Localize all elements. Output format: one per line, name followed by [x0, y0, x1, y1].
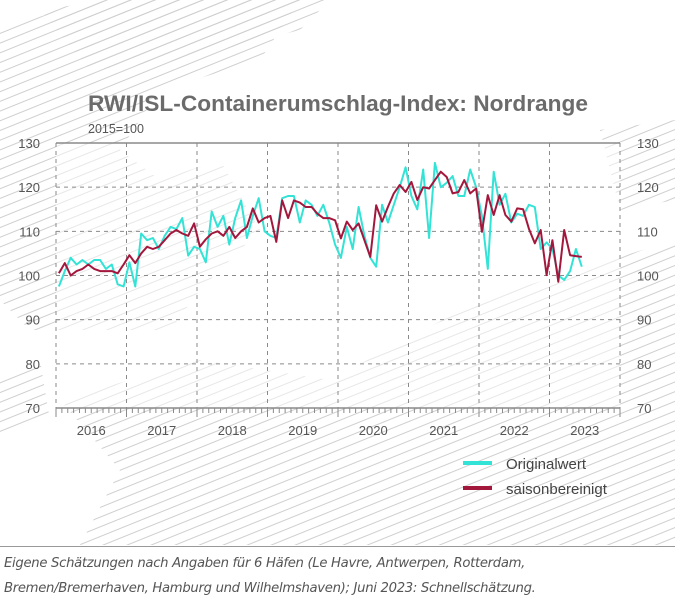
- footer-line-1: Eigene Schätzungen nach Angaben für 6 Hä…: [4, 556, 526, 571]
- x-tick-label: 2019: [288, 423, 317, 438]
- chart-title: RWI/ISL-Containerumschlag-Index: Nordran…: [88, 91, 588, 116]
- y-tick-label-left: 130: [18, 136, 40, 151]
- chart-subtitle: 2015=100: [88, 122, 144, 136]
- x-tick-label: 2020: [359, 423, 388, 438]
- y-tick-label-left: 110: [19, 224, 40, 239]
- legend-label-originalwert: Originalwert: [506, 456, 587, 473]
- y-tick-label-left: 80: [26, 357, 40, 372]
- y-tick-label-left: 90: [26, 313, 40, 328]
- y-axis-right: 130 120 110 100 90 80 70: [637, 136, 659, 416]
- y-tick-label-left: 70: [26, 401, 40, 416]
- y-tick-label-right: 130: [637, 136, 659, 151]
- y-tick-label-right: 80: [637, 357, 651, 372]
- y-tick-label-right: 120: [637, 180, 659, 195]
- y-tick-label-left: 100: [18, 269, 40, 284]
- y-tick-label-right: 90: [637, 313, 651, 328]
- series-lines: [57, 161, 583, 288]
- x-tick-label: 2022: [500, 423, 529, 438]
- x-axis: 2016 2017 2018 2019 2020 2021 2022 2023: [55, 407, 621, 438]
- series-line-originalwert: [57, 161, 583, 288]
- x-tick-label: 2023: [570, 423, 599, 438]
- footer-note: Eigene Schätzungen nach Angaben für 6 Hä…: [4, 551, 672, 601]
- y-tick-label-left: 120: [18, 180, 40, 195]
- x-tick-label: 2017: [147, 423, 176, 438]
- y-tick-label-right: 110: [637, 224, 658, 239]
- x-tick-label: 2021: [429, 423, 458, 438]
- y-axis-left: 130 120 110 100 90 80 70: [18, 136, 40, 416]
- series-line-saisonbereinigt: [58, 170, 582, 283]
- footer-divider: [0, 546, 675, 547]
- legend: Originalwert saisonbereinigt: [463, 456, 608, 498]
- legend-label-saisonbereinigt: saisonbereinigt: [506, 481, 608, 498]
- x-tick-label: 2016: [77, 423, 106, 438]
- y-tick-label-right: 70: [637, 401, 651, 416]
- x-tick-label: 2018: [218, 423, 247, 438]
- footer-line-2: Bremen/Bremerhaven, Hamburg und Wilhelms…: [4, 581, 536, 596]
- y-tick-label-right: 100: [637, 269, 659, 284]
